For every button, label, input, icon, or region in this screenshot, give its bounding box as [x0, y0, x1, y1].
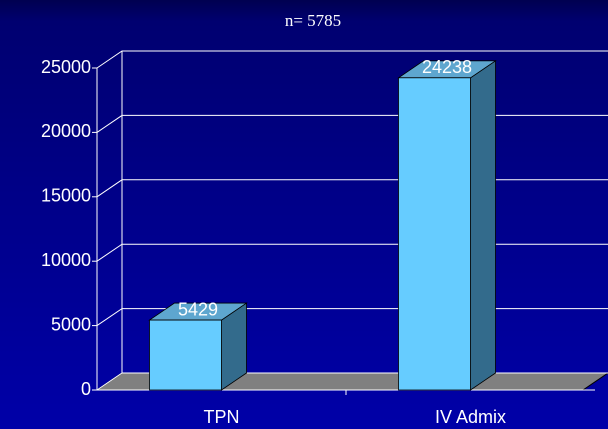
y-tick-label: 25000 [41, 57, 91, 77]
bar [398, 77, 471, 391]
y-tick-label: 15000 [41, 186, 91, 206]
grid-line [96, 50, 608, 69]
y-tick-label: 0 [81, 379, 91, 399]
bar [149, 319, 222, 391]
x-tick-label: IV Admix [435, 407, 506, 427]
chart-title: n= 5785 [285, 11, 341, 30]
y-tick-label: 10000 [41, 250, 91, 270]
y-tick-label: 20000 [41, 121, 91, 141]
y-tick-label: 5000 [51, 314, 91, 334]
data-label: 24238 [422, 57, 472, 77]
bar-side [470, 60, 496, 391]
data-label: 5429 [178, 299, 218, 319]
x-tick-label: TPN [204, 407, 240, 427]
